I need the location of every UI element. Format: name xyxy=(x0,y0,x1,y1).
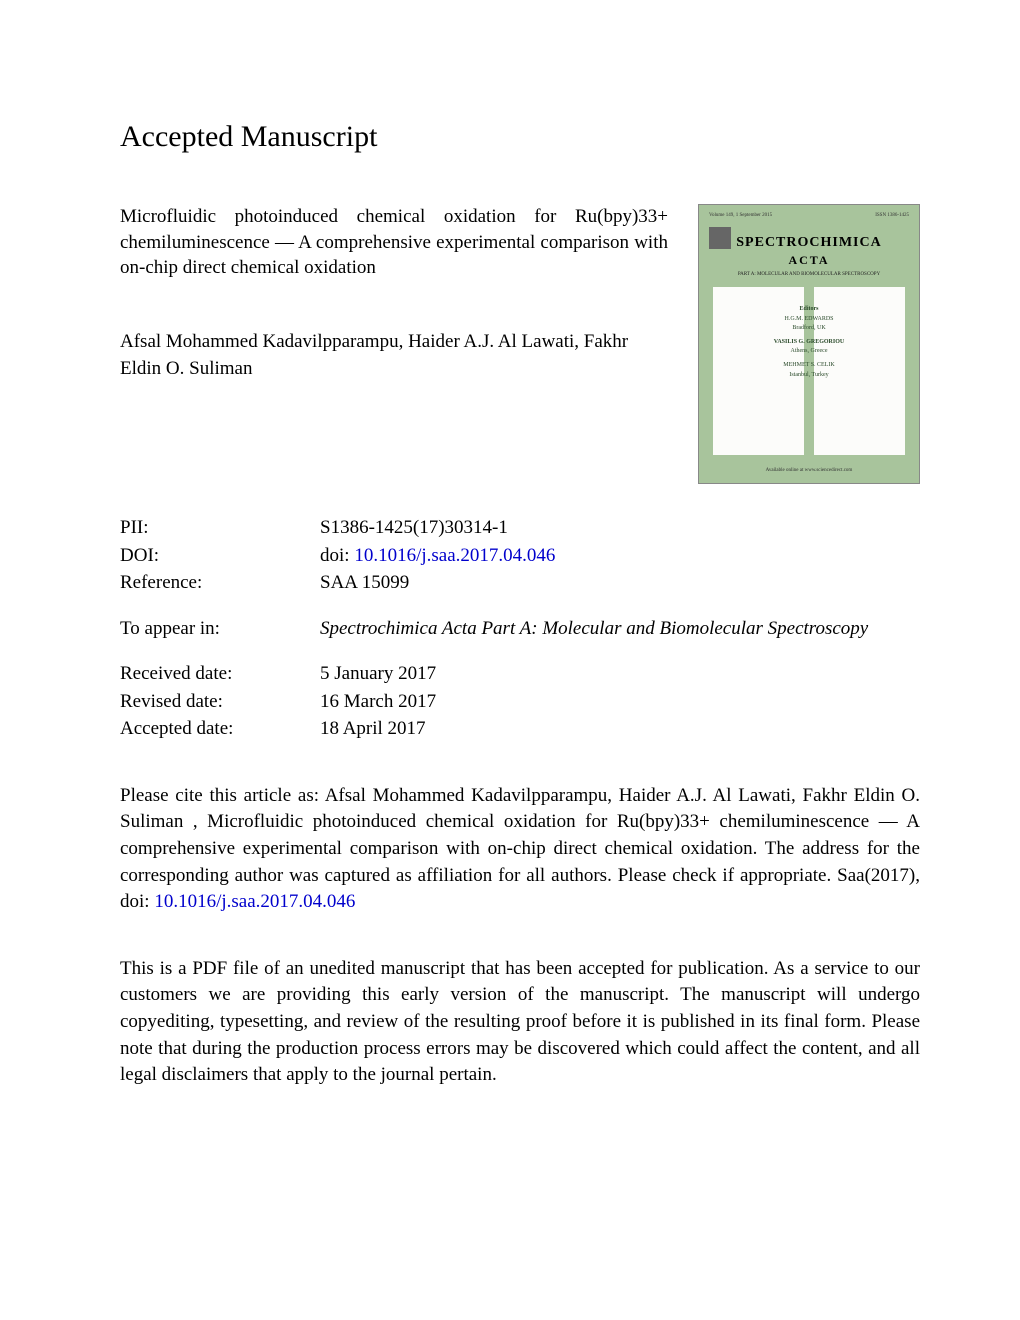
cover-top-bar: Volume 149, 1 September 2015 ISSN 1386-1… xyxy=(709,213,909,218)
cover-part-text: PART A: MOLECULAR AND BIOMOLECULAR SPECT… xyxy=(699,272,919,277)
top-section: Microfluidic photoinduced chemical oxida… xyxy=(120,204,920,484)
cover-bottom-text: Available online at www.sciencedirect.co… xyxy=(699,468,919,473)
cover-editor-1-loc: Bradford, UK xyxy=(774,324,844,334)
cover-editors: Editors H.G.M. EDWARDS Bradford, UK VASI… xyxy=(774,305,844,380)
journal-cover-thumbnail: Volume 149, 1 September 2015 ISSN 1386-1… xyxy=(698,204,920,484)
doi-link[interactable]: 10.1016/j.saa.2017.04.046 xyxy=(354,545,555,566)
journal-name: Spectrochimica Acta Part A: Molecular an… xyxy=(320,618,868,639)
cover-editor-1: H.G.M. EDWARDS xyxy=(774,315,844,325)
meta-row-revised: Revised date: 16 March 2017 xyxy=(120,688,920,716)
cover-editor-label: Editors xyxy=(774,305,844,315)
cover-editor-3-loc: Istanbul, Turkey xyxy=(774,371,844,381)
cover-journal-title: SPECTROCHIMICA xyxy=(699,235,919,251)
disclaimer-paragraph: This is a PDF file of an unedited manusc… xyxy=(120,956,920,1089)
meta-row-accepted: Accepted date: 18 April 2017 xyxy=(120,715,920,743)
revised-value: 16 March 2017 xyxy=(320,688,920,716)
citation-doi-link[interactable]: 10.1016/j.saa.2017.04.046 xyxy=(154,891,355,912)
reference-label: Reference: xyxy=(120,569,320,597)
cover-issn: ISSN 1386-1425 xyxy=(875,213,909,218)
metadata-table: PII: S1386-1425(17)30314-1 DOI: doi: 10.… xyxy=(120,514,920,743)
appear-label: To appear in: xyxy=(120,615,320,643)
left-column: Microfluidic photoinduced chemical oxida… xyxy=(120,204,668,484)
article-title: Microfluidic photoinduced chemical oxida… xyxy=(120,204,668,281)
accepted-label: Accepted date: xyxy=(120,715,320,743)
cover-journal-subtitle: ACTA xyxy=(699,253,919,268)
meta-row-pii: PII: S1386-1425(17)30314-1 xyxy=(120,514,920,542)
appear-value: Spectrochimica Acta Part A: Molecular an… xyxy=(320,615,920,643)
doi-label: DOI: xyxy=(120,542,320,570)
page-heading: Accepted Manuscript xyxy=(120,120,920,154)
revised-label: Revised date: xyxy=(120,688,320,716)
doi-prefix: doi: xyxy=(320,545,354,566)
citation-paragraph: Please cite this article as: Afsal Moham… xyxy=(120,783,920,916)
pii-label: PII: xyxy=(120,514,320,542)
doi-value: doi: 10.1016/j.saa.2017.04.046 xyxy=(320,542,920,570)
received-label: Received date: xyxy=(120,660,320,688)
authors: Afsal Mohammed Kadavilpparampu, Haider A… xyxy=(120,329,668,382)
cover-volume: Volume 149, 1 September 2015 xyxy=(709,213,772,218)
meta-row-received: Received date: 5 January 2017 xyxy=(120,660,920,688)
cover-editor-2: VASILIS G. GREGORIOU xyxy=(774,338,844,348)
cover-editor-2-loc: Athens, Greece xyxy=(774,347,844,357)
accepted-value: 18 April 2017 xyxy=(320,715,920,743)
reference-value: SAA 15099 xyxy=(320,569,920,597)
cover-editor-3: MEHMET S. CELIK xyxy=(774,361,844,371)
received-value: 5 January 2017 xyxy=(320,660,920,688)
pii-value: S1386-1425(17)30314-1 xyxy=(320,514,920,542)
meta-row-reference: Reference: SAA 15099 xyxy=(120,569,920,597)
meta-row-doi: DOI: doi: 10.1016/j.saa.2017.04.046 xyxy=(120,542,920,570)
meta-row-appear: To appear in: Spectrochimica Acta Part A… xyxy=(120,615,920,643)
